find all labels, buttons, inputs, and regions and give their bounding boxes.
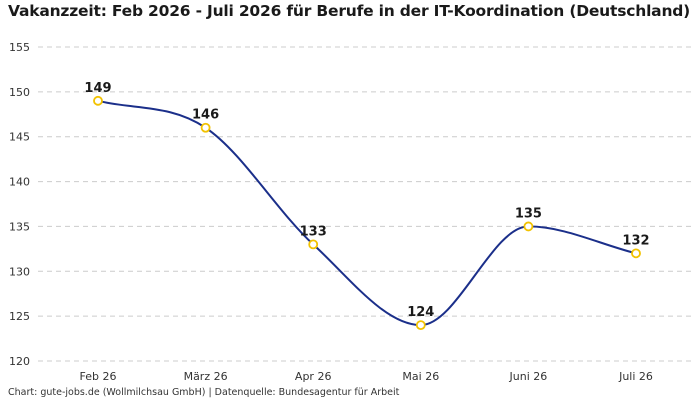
- y-tick-label: 145: [9, 131, 30, 144]
- x-tick-label: Feb 26: [80, 370, 117, 383]
- y-tick-label: 135: [9, 220, 30, 233]
- y-tick-label: 140: [9, 176, 30, 189]
- data-point: [308, 239, 319, 250]
- data-label: 149: [84, 81, 111, 96]
- grid-lines: [38, 46, 692, 362]
- data-label: 133: [300, 224, 327, 239]
- series-line: [97, 99, 637, 327]
- data-label: 132: [622, 233, 649, 248]
- y-tick-label: 150: [9, 86, 30, 99]
- data-point: [523, 221, 534, 232]
- y-tick-label: 125: [9, 310, 30, 323]
- data-point: [200, 122, 211, 133]
- y-tick-label: 155: [9, 41, 30, 54]
- x-tick-label: Mai 26: [402, 370, 439, 383]
- data-points: [93, 95, 641, 331]
- data-label: 124: [407, 305, 434, 320]
- x-tick-label: März 26: [184, 370, 228, 383]
- data-point: [631, 248, 641, 259]
- data-labels: 149 146 133 124 135 132: [84, 81, 649, 320]
- chart-title: Vakanzzeit: Feb 2026 - Juli 2026 für Ber…: [8, 2, 691, 20]
- data-point: [93, 95, 103, 106]
- x-tick-label: Apr 26: [295, 370, 332, 383]
- data-label: 135: [515, 206, 542, 221]
- data-label: 146: [192, 108, 219, 123]
- y-tick-label: 120: [9, 355, 30, 368]
- source-footer: Chart: gute-jobs.de (Wollmilchsau GmbH) …: [8, 387, 400, 398]
- x-tick-label: Juni 26: [509, 370, 548, 383]
- data-point: [415, 320, 426, 331]
- x-tick-label: Juli 26: [618, 370, 653, 383]
- y-axis-ticks: 120 125 130 135 140 145 150 155: [9, 41, 30, 368]
- x-axis-ticks: Feb 26 März 26 Apr 26 Mai 26 Juni 26 Juli 26: [80, 370, 653, 383]
- y-tick-label: 130: [9, 265, 30, 278]
